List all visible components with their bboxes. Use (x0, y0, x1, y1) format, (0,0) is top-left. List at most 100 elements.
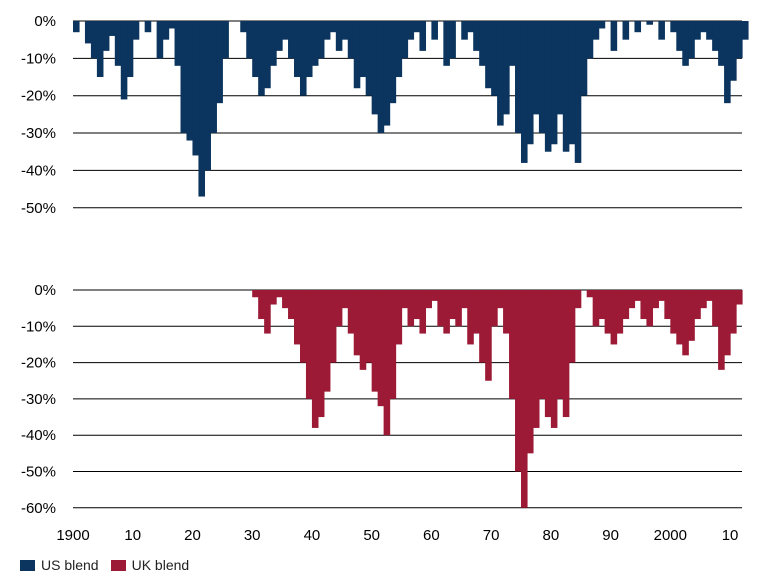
uk-drawdown-bar (556, 290, 564, 399)
uk-y-tick-label: -20% (21, 355, 56, 372)
us-drawdown-bar (144, 21, 152, 33)
us-drawdown-bar (485, 21, 492, 89)
uk-drawdown-bar (700, 290, 707, 309)
us-drawdown-bar (90, 21, 98, 59)
uk-drawdown-bar (431, 290, 438, 301)
us-drawdown-bar (736, 21, 743, 59)
us-drawdown-bar (317, 21, 325, 59)
uk-drawdown-bar (323, 290, 331, 392)
uk-drawdown-bar (730, 290, 737, 334)
us-drawdown-bar (491, 21, 498, 96)
us-drawdown-bar (186, 21, 194, 141)
us-drawdown-bar (598, 21, 606, 29)
us-drawdown-bar (509, 21, 516, 66)
uk-drawdown-bar (443, 290, 450, 334)
uk-drawdown-bar (407, 290, 415, 327)
us-drawdown-bar (168, 21, 176, 29)
us-drawdown-bar (270, 21, 277, 66)
uk-drawdown-bar (694, 290, 701, 320)
us-drawdown-bar (622, 21, 630, 40)
us-drawdown-bar (335, 21, 343, 51)
uk-drawdown-bar (646, 290, 654, 327)
x-tick-label: 60 (423, 527, 440, 544)
uk-drawdown-bar (276, 290, 283, 298)
x-tick-label: 50 (363, 527, 380, 544)
uk-drawdown-bar (538, 290, 546, 399)
uk-drawdown-bar (365, 290, 373, 363)
us-drawdown-bar (246, 21, 253, 59)
uk-drawdown-bar (622, 290, 630, 320)
x-tick-label: 40 (304, 527, 321, 544)
uk-y-tick-label: 0% (34, 282, 56, 299)
us-drawdown-bar (586, 21, 594, 59)
uk-drawdown-bar (413, 290, 421, 320)
us-drawdown-bar (544, 21, 552, 152)
us-drawdown-bar (305, 21, 313, 78)
x-tick-label: 70 (483, 527, 500, 544)
us-drawdown-bar (556, 21, 564, 115)
us-drawdown-bar (742, 21, 749, 40)
us-drawdown-bar (132, 21, 140, 40)
uk-drawdown-bar (359, 290, 367, 370)
x-tick-label: 10 (722, 527, 739, 544)
us-drawdown-bar (347, 21, 355, 59)
us-drawdown-bar (329, 21, 337, 33)
uk-drawdown-bar (520, 290, 528, 508)
us-drawdown-bar (479, 21, 486, 66)
uk-drawdown-bar (712, 290, 719, 327)
uk-y-tick-label: -40% (21, 427, 56, 444)
uk-drawdown-bar (616, 290, 624, 334)
uk-drawdown-bar (497, 290, 504, 309)
us-drawdown-bar (592, 21, 600, 40)
us-drawdown-bar (730, 21, 737, 81)
us-y-tick-label: -10% (21, 50, 56, 67)
us-drawdown-bar (634, 21, 642, 33)
uk-drawdown-bar (718, 290, 725, 370)
uk-drawdown-bar (479, 290, 486, 363)
us-drawdown-bar (162, 21, 170, 40)
us-drawdown-bar (216, 21, 223, 104)
uk-y-tick-label: -60% (21, 500, 56, 517)
uk-drawdown-bar (532, 290, 540, 428)
x-tick-label: 10 (124, 527, 141, 544)
us-drawdown-bar (449, 21, 456, 59)
us-drawdown-bar (419, 21, 427, 51)
uk-drawdown-bar (258, 290, 265, 320)
legend-swatch-uk (110, 559, 126, 571)
us-drawdown-bar (294, 21, 301, 78)
us-drawdown-bar (395, 21, 403, 78)
us-drawdown-bar (580, 21, 588, 96)
us-drawdown-bar (688, 21, 695, 59)
us-drawdown-bar (180, 21, 188, 134)
us-drawdown-bar (323, 21, 331, 40)
us-drawdown-bar (503, 21, 510, 115)
uk-drawdown-bar (282, 290, 289, 309)
uk-drawdown-bar (341, 290, 349, 309)
uk-drawdown-bar (634, 290, 642, 301)
us-drawdown-bar (252, 21, 259, 78)
uk-drawdown-bar (592, 290, 600, 327)
uk-drawdown-bar (550, 290, 558, 428)
us-drawdown-bar (210, 21, 217, 134)
uk-drawdown-bar (485, 290, 492, 381)
us-drawdown-bar (562, 21, 570, 152)
us-drawdown-bar (658, 21, 665, 40)
us-drawdown-bar (682, 21, 689, 66)
us-drawdown-bar (401, 21, 409, 59)
uk-drawdown-bar (491, 290, 498, 327)
uk-drawdown-bar (401, 290, 409, 309)
us-drawdown-bar (240, 21, 247, 33)
us-drawdown-bar (694, 21, 701, 40)
uk-drawdown-bar (586, 290, 594, 298)
x-tick-label: 30 (244, 527, 261, 544)
uk-drawdown-bar (395, 290, 403, 345)
uk-drawdown-bar (461, 290, 468, 309)
uk-drawdown-bar (288, 290, 295, 320)
uk-drawdown-bar (449, 290, 456, 320)
uk-drawdown-bar (670, 290, 677, 334)
us-drawdown-bar (515, 21, 522, 134)
us-drawdown-bar (371, 21, 379, 115)
us-drawdown-bar (341, 21, 349, 40)
uk-drawdown-bar (706, 290, 713, 301)
us-y-tick-label: -30% (21, 125, 56, 142)
